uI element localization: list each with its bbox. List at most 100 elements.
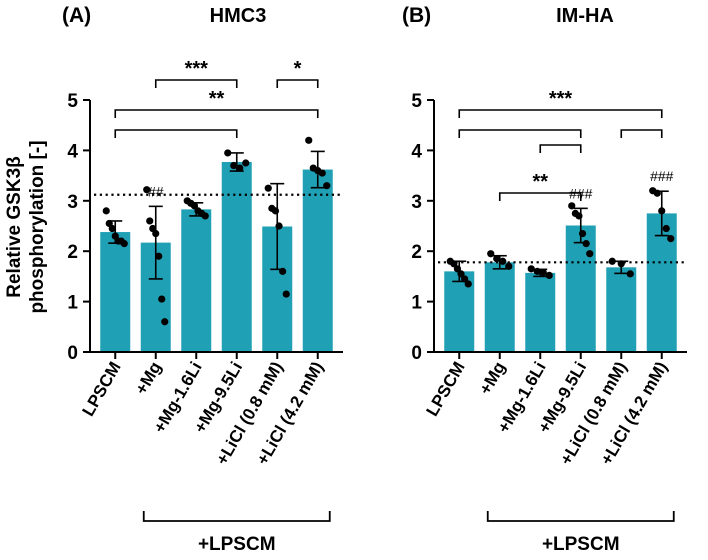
data-point [282,290,290,298]
data-point [575,212,583,220]
data-point [264,184,272,192]
y-tick-label: 4 [411,141,422,162]
bar [565,225,596,352]
y-tick-label: 0 [411,343,422,364]
significance-bracket [114,129,238,138]
panel-letter: (A) [62,4,91,27]
data-point [120,240,128,248]
significance-label: ** [532,171,548,193]
significance-bracket [154,79,238,88]
bar [100,232,131,352]
data-point [662,224,670,233]
data-point [667,235,675,243]
y-tick-label: 5 [67,91,78,112]
data-point [102,207,110,215]
bar [484,262,515,352]
data-point [143,186,151,194]
data-point [493,255,501,263]
data-point [461,275,469,283]
data-point [653,189,661,197]
data-point [230,161,238,170]
group-label: +LPSCM [542,534,620,555]
data-point [275,222,283,230]
bar [302,169,333,352]
significance-bracket [276,79,319,88]
x-tick-label: LPSCM [79,359,125,420]
significance-bracket [620,129,663,138]
data-point [224,149,232,157]
y-axis-label-line2: phosphorylation [-] [27,140,48,313]
data-point [658,207,666,215]
panel-title: HMC3 [210,5,267,27]
significance-bracket [498,192,582,201]
x-tick-label: LPSCM [423,359,469,420]
data-point [578,229,587,238]
significance-label: *** [549,88,573,110]
y-tick-label: 3 [67,192,78,213]
significance-bracket [458,129,582,138]
data-point [453,265,462,273]
data-point [108,224,116,233]
group-bracket [486,511,675,522]
data-point [586,250,594,258]
y-tick-label: 1 [411,293,422,314]
y-tick-label: 0 [67,343,78,364]
significance-marker: ### [650,168,674,184]
significance-bracket [114,109,319,118]
data-point [236,164,244,172]
data-point [457,270,465,278]
bar [221,161,252,352]
data-point [279,267,287,275]
data-point [155,252,163,260]
panel-title: IM-HA [556,5,614,27]
data-point [201,212,209,220]
significance-bracket [458,109,663,118]
bar [525,272,556,352]
data-point [323,182,331,190]
y-tick-label: 5 [411,91,422,112]
data-point [190,202,199,210]
panel-letter: (B) [402,4,431,27]
data-point [505,262,513,270]
data-point [582,240,590,248]
data-point [568,202,576,210]
data-point [146,217,154,225]
x-tick-label: +Mg [132,359,166,398]
data-point [527,265,535,273]
data-point [499,257,507,265]
data-point [158,295,166,303]
data-point [271,207,280,215]
y-tick-label: 1 [67,293,78,314]
significance-label: * [294,58,302,80]
y-axis-label-line1: Relative GSK3β [4,156,25,298]
y-tick-label: 4 [67,141,78,162]
data-point [545,271,553,279]
data-point [608,257,616,265]
significance-bracket [539,144,582,153]
significance-label: *** [185,58,209,80]
data-point [626,270,634,278]
bar [606,267,637,352]
data-point [539,268,547,276]
data-point [161,318,169,326]
data-point [617,260,625,268]
data-point [318,169,326,177]
data-point [533,267,541,275]
data-point [464,280,472,288]
y-tick-label: 3 [411,192,422,213]
x-tick-label: +Mg [476,359,510,398]
data-point [152,229,160,238]
data-point [242,159,250,167]
group-bracket [142,511,331,522]
bar [181,209,212,352]
significance-label: ** [209,88,225,110]
data-point [450,260,458,268]
data-point [305,136,313,144]
data-point [487,250,495,258]
y-tick-label: 2 [411,242,422,263]
group-label: +LPSCM [198,534,276,555]
